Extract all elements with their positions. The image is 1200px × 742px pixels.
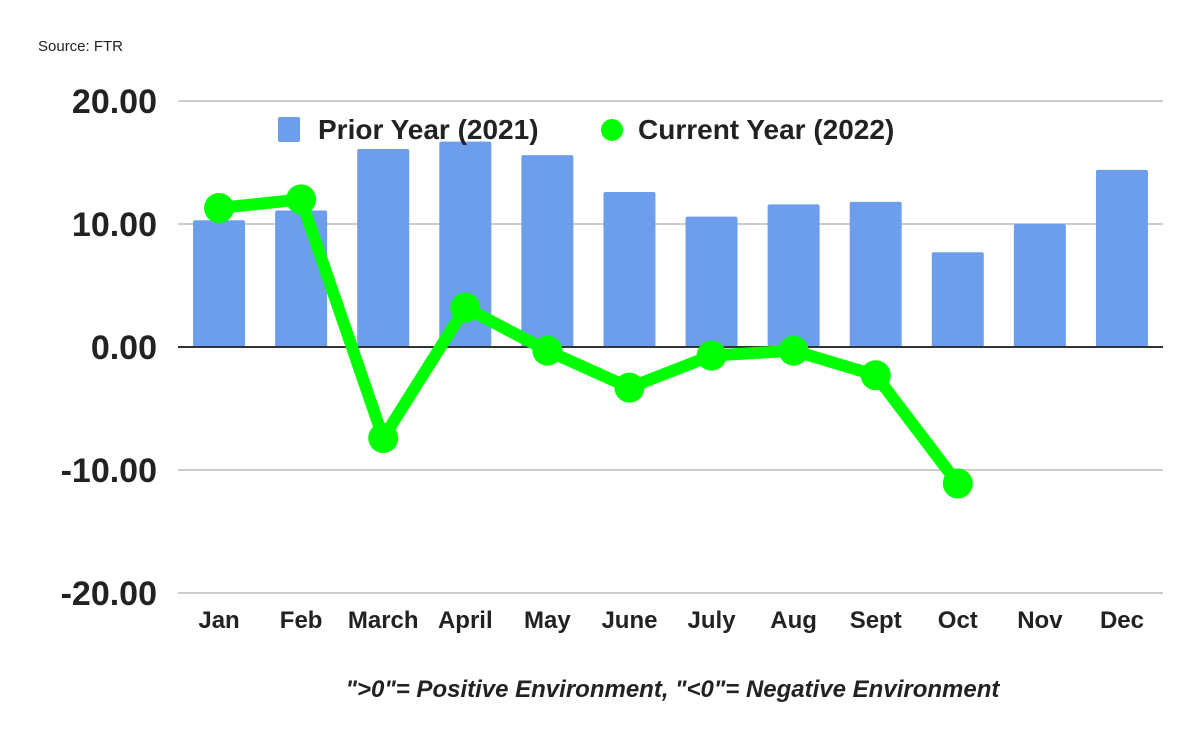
y-tick-label: -10.00 (61, 452, 157, 490)
y-tick-label: -20.00 (61, 575, 157, 613)
x-tick-label: June (601, 607, 657, 634)
bar-jan (193, 220, 246, 347)
point-jan (204, 193, 235, 224)
bar-nov (1013, 224, 1066, 347)
y-tick-label: 10.00 (72, 206, 157, 244)
legend-swatch-prior-year (278, 117, 300, 142)
y-tick-label: 0.00 (91, 329, 157, 367)
bar-july (685, 216, 738, 347)
x-tick-label: Feb (280, 607, 323, 634)
bar-dec (1095, 169, 1148, 347)
x-tick-label: March (348, 607, 419, 634)
x-tick-label: Sept (850, 607, 902, 634)
legend-swatch-current-year (601, 119, 623, 141)
bar-oct (931, 252, 984, 347)
x-tick-label: May (524, 607, 571, 634)
point-june (614, 372, 645, 403)
point-feb (286, 184, 317, 215)
y-tick-label: 20.00 (72, 83, 157, 121)
legend-label-prior-year: Prior Year (2021) (318, 114, 539, 145)
x-tick-label: Dec (1100, 607, 1144, 634)
bar-june (603, 192, 656, 347)
point-may (532, 335, 563, 366)
x-tick-label: Nov (1017, 607, 1063, 634)
legend-label-current-year: Current Year (2022) (638, 114, 894, 145)
point-aug (778, 335, 809, 366)
point-march (368, 423, 399, 454)
chart-footnote: ">0"= Positive Environment, "<0"= Negati… (345, 676, 1000, 703)
source-label: Source: FTR (38, 38, 124, 55)
bar-april (439, 141, 492, 347)
point-oct (942, 468, 973, 499)
point-april (450, 292, 481, 323)
x-tick-label: Jan (198, 607, 239, 634)
point-july (696, 340, 727, 371)
bar-march (357, 148, 410, 347)
x-tick-label: Oct (938, 607, 978, 634)
bar-aug (767, 204, 820, 347)
x-tick-label: Aug (770, 607, 817, 634)
bar-feb (275, 210, 328, 347)
current-year-line (218, 193, 963, 488)
bar-may (521, 155, 574, 347)
point-sept (860, 360, 891, 391)
x-tick-label: April (438, 607, 493, 634)
bar-sept (849, 201, 902, 347)
x-tick-label: July (688, 607, 737, 634)
